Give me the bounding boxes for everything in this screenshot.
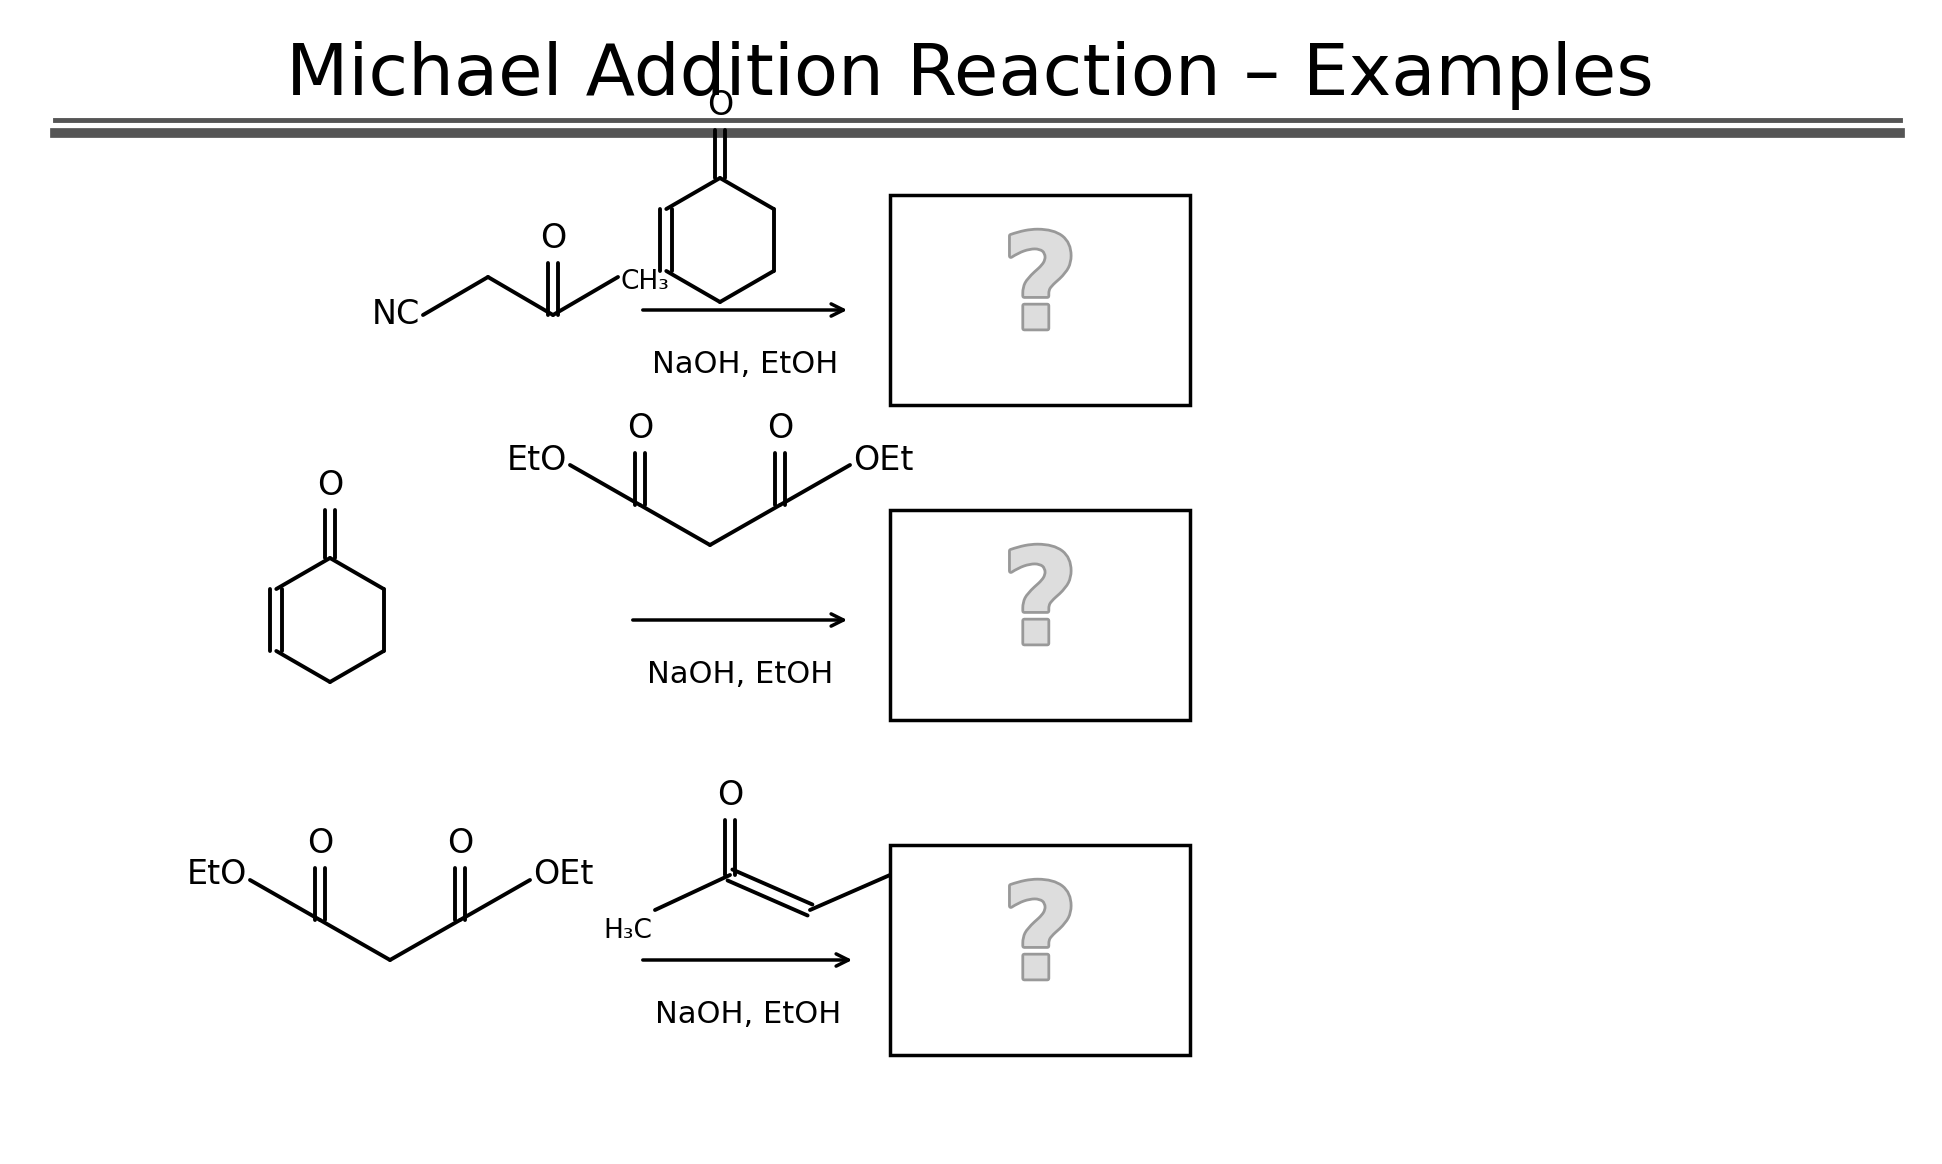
- Text: NC: NC: [371, 298, 419, 332]
- Text: ?: ?: [1002, 544, 1078, 670]
- Text: H₃C: H₃C: [604, 918, 653, 944]
- Text: O: O: [627, 412, 653, 445]
- Text: Michael Addition Reaction – Examples: Michael Addition Reaction – Examples: [285, 41, 1655, 109]
- Text: O: O: [447, 826, 474, 860]
- Text: CH₃: CH₃: [621, 269, 670, 294]
- Bar: [889, 510, 1190, 721]
- Text: NaOH, EtOH: NaOH, EtOH: [647, 660, 833, 689]
- Text: ?: ?: [1002, 544, 1078, 670]
- Text: ?: ?: [1002, 228, 1078, 355]
- Text: ?: ?: [1002, 228, 1078, 355]
- Text: O: O: [707, 88, 734, 122]
- Bar: [889, 845, 1190, 1055]
- Text: O: O: [307, 826, 334, 860]
- Text: NaOH, EtOH: NaOH, EtOH: [654, 1000, 841, 1029]
- Text: O: O: [317, 469, 344, 502]
- Text: CH₃: CH₃: [893, 857, 942, 883]
- Text: O: O: [540, 222, 567, 255]
- Text: O: O: [717, 779, 744, 812]
- Bar: [889, 196, 1190, 405]
- Text: OEt: OEt: [853, 443, 913, 476]
- Text: EtO: EtO: [186, 859, 247, 892]
- Text: EtO: EtO: [507, 443, 567, 476]
- Text: ?: ?: [1002, 879, 1078, 1006]
- Text: O: O: [767, 412, 792, 445]
- Text: NaOH, EtOH: NaOH, EtOH: [653, 350, 839, 379]
- Text: ?: ?: [1002, 879, 1078, 1006]
- Text: OEt: OEt: [532, 859, 594, 892]
